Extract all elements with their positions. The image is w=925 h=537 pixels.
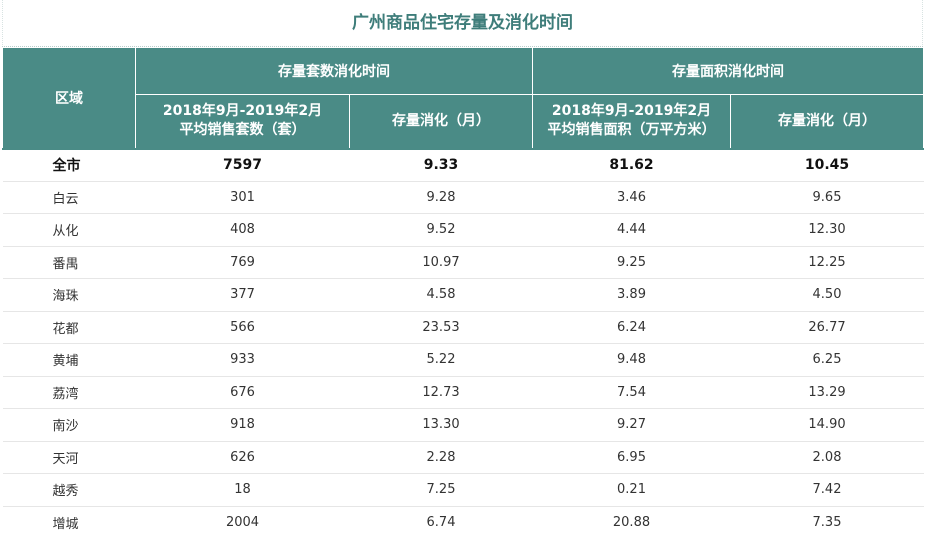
avg-units-cell: 7597 xyxy=(135,147,350,182)
table-row: 越秀 18 7.25 0.21 7.42 xyxy=(2,473,924,507)
avg-units-cell: 377 xyxy=(135,278,350,312)
region-name-cell: 南沙 xyxy=(2,408,136,442)
avg-area-cell: 9.25 xyxy=(532,246,731,279)
header-avg-units-line2: 平均销售套数（套） xyxy=(179,122,306,139)
table-row: 黄埔 933 5.22 9.48 6.25 xyxy=(2,343,924,377)
units-months-cell: 5.22 xyxy=(349,343,533,377)
area-months-cell: 6.25 xyxy=(730,343,924,377)
area-months-cell: 13.29 xyxy=(730,376,924,409)
region-name-cell: 荔湾 xyxy=(2,376,136,409)
units-months-cell: 2.28 xyxy=(349,441,533,474)
avg-area-cell: 81.62 xyxy=(532,147,731,182)
divider xyxy=(2,0,3,47)
area-months-cell: 4.50 xyxy=(730,278,924,312)
avg-units-cell: 2004 xyxy=(135,506,350,537)
area-months-cell: 7.35 xyxy=(730,506,924,537)
area-months-cell: 10.45 xyxy=(730,147,924,182)
avg-area-cell: 6.24 xyxy=(532,311,731,344)
table-row-total: 全市 7597 9.33 81.62 10.45 xyxy=(2,147,924,182)
avg-units-cell: 566 xyxy=(135,311,350,344)
table-row: 南沙 918 13.30 9.27 14.90 xyxy=(2,408,924,442)
area-months-cell: 12.25 xyxy=(730,246,924,279)
units-months-cell: 7.25 xyxy=(349,473,533,507)
avg-units-cell: 933 xyxy=(135,343,350,377)
region-name-cell: 全市 xyxy=(2,147,136,182)
table-header: 区域 存量套数消化时间 存量面积消化时间 2018年9月-2019年2月 平均销… xyxy=(2,47,924,149)
header-group-area: 存量面积消化时间 xyxy=(532,47,924,95)
table-row: 花都 566 23.53 6.24 26.77 xyxy=(2,311,924,344)
header-avg-units: 2018年9月-2019年2月 平均销售套数（套） xyxy=(135,94,350,149)
header-area-months: 存量消化（月） xyxy=(730,94,924,149)
table-row: 荔湾 676 12.73 7.54 13.29 xyxy=(2,376,924,409)
header-avg-units-line1: 2018年9月-2019年2月 xyxy=(162,103,323,120)
avg-area-cell: 9.27 xyxy=(532,408,731,442)
units-months-cell: 9.33 xyxy=(349,147,533,182)
avg-area-cell: 6.95 xyxy=(532,441,731,474)
avg-units-cell: 408 xyxy=(135,213,350,247)
avg-units-cell: 301 xyxy=(135,181,350,214)
area-months-cell: 2.08 xyxy=(730,441,924,474)
avg-area-cell: 7.54 xyxy=(532,376,731,409)
table-row: 白云 301 9.28 3.46 9.65 xyxy=(2,181,924,214)
avg-area-cell: 3.46 xyxy=(532,181,731,214)
region-name-cell: 花都 xyxy=(2,311,136,344)
units-months-cell: 12.73 xyxy=(349,376,533,409)
avg-area-cell: 9.48 xyxy=(532,343,731,377)
header-avg-area-line1: 2018年9月-2019年2月 xyxy=(551,103,712,120)
divider xyxy=(2,46,923,47)
header-units-months: 存量消化（月） xyxy=(349,94,533,149)
header-group-units: 存量套数消化时间 xyxy=(135,47,533,95)
avg-units-cell: 769 xyxy=(135,246,350,279)
units-months-cell: 9.52 xyxy=(349,213,533,247)
units-months-cell: 9.28 xyxy=(349,181,533,214)
region-name-cell: 白云 xyxy=(2,181,136,214)
avg-area-cell: 3.89 xyxy=(532,278,731,312)
header-avg-area: 2018年9月-2019年2月 平均销售面积（万平方米） xyxy=(532,94,731,149)
table-row: 海珠 377 4.58 3.89 4.50 xyxy=(2,278,924,312)
area-months-cell: 26.77 xyxy=(730,311,924,344)
inventory-table: 区域 存量套数消化时间 存量面积消化时间 2018年9月-2019年2月 平均销… xyxy=(2,47,924,537)
area-months-cell: 9.65 xyxy=(730,181,924,214)
units-months-cell: 23.53 xyxy=(349,311,533,344)
region-name-cell: 天河 xyxy=(2,441,136,474)
avg-area-cell: 4.44 xyxy=(532,213,731,247)
units-months-cell: 6.74 xyxy=(349,506,533,537)
region-name-cell: 从化 xyxy=(2,213,136,247)
divider xyxy=(922,0,923,47)
region-name-cell: 海珠 xyxy=(2,278,136,312)
avg-units-cell: 18 xyxy=(135,473,350,507)
region-name-cell: 越秀 xyxy=(2,473,136,507)
region-name-cell: 番禺 xyxy=(2,246,136,279)
region-name-cell: 增城 xyxy=(2,506,136,537)
table-body: 全市 7597 9.33 81.62 10.45 白云 301 9.28 3.46 9.65 从化 4… xyxy=(2,147,924,537)
header-region: 区域 xyxy=(2,47,136,149)
avg-units-cell: 918 xyxy=(135,408,350,442)
avg-units-cell: 676 xyxy=(135,376,350,409)
area-months-cell: 12.30 xyxy=(730,213,924,247)
avg-area-cell: 20.88 xyxy=(532,506,731,537)
region-name-cell: 黄埔 xyxy=(2,343,136,377)
table-title: 广州商品住宅存量及消化时间 xyxy=(352,13,573,33)
table-row: 增城 2004 6.74 20.88 7.35 xyxy=(2,506,924,537)
table-row: 天河 626 2.28 6.95 2.08 xyxy=(2,441,924,474)
area-months-cell: 7.42 xyxy=(730,473,924,507)
avg-units-cell: 626 xyxy=(135,441,350,474)
table-row: 从化 408 9.52 4.44 12.30 xyxy=(2,213,924,247)
units-months-cell: 4.58 xyxy=(349,278,533,312)
units-months-cell: 10.97 xyxy=(349,246,533,279)
avg-area-cell: 0.21 xyxy=(532,473,731,507)
header-avg-area-line2: 平均销售面积（万平方米） xyxy=(547,122,716,139)
units-months-cell: 13.30 xyxy=(349,408,533,442)
area-months-cell: 14.90 xyxy=(730,408,924,442)
table-row: 番禺 769 10.97 9.25 12.25 xyxy=(2,246,924,279)
